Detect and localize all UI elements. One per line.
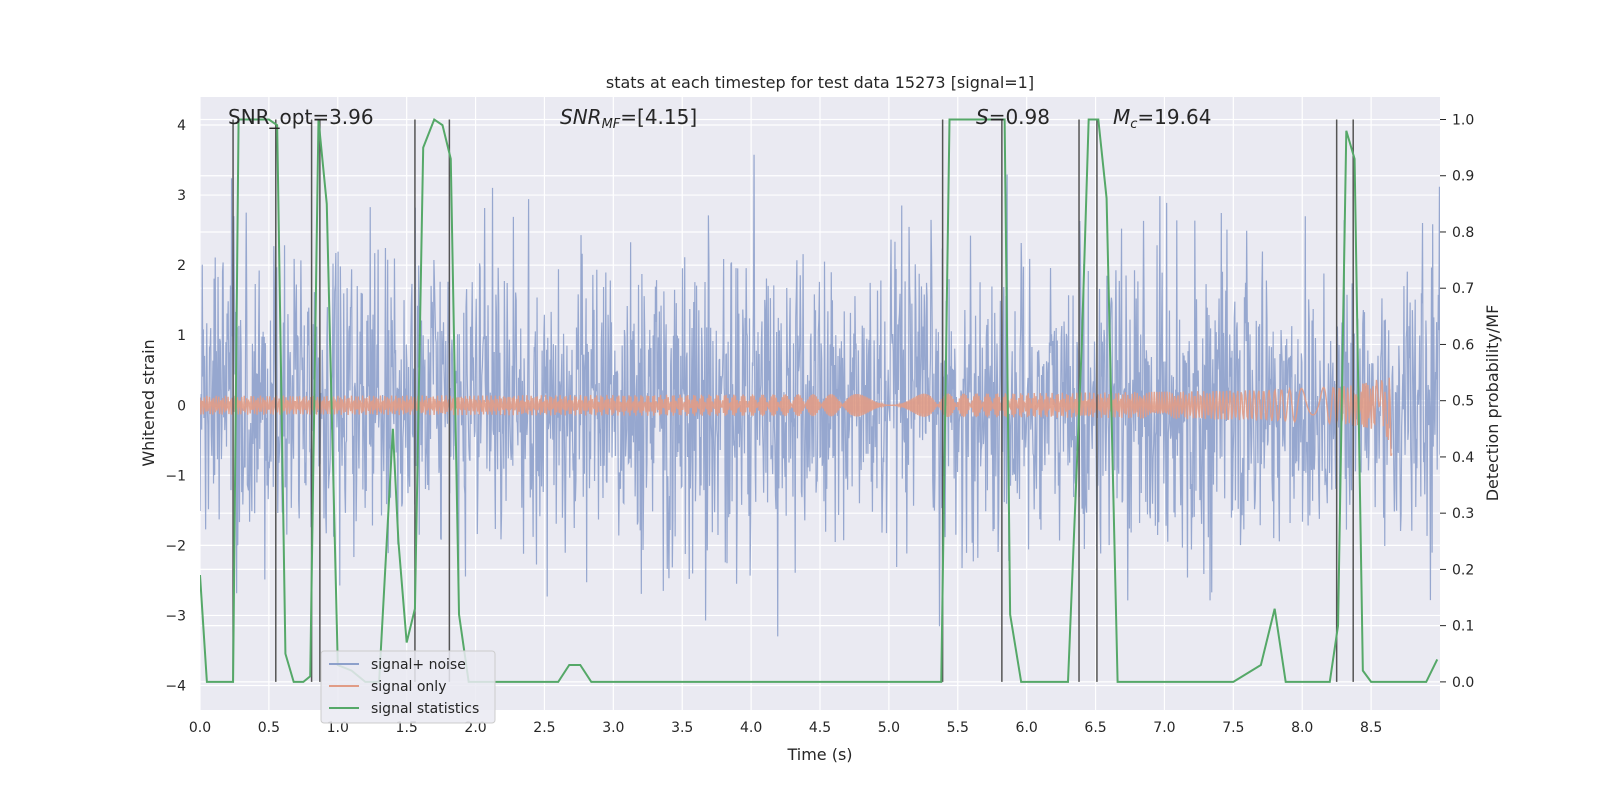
x-tick-label: 8.5 xyxy=(1360,720,1382,736)
s-value: =0.98 xyxy=(989,105,1050,129)
y-right-tick-label: 0.1 xyxy=(1452,619,1474,635)
legend-box xyxy=(320,650,496,724)
signal-statistics-line xyxy=(200,117,1439,683)
x-tick-label: 4.0 xyxy=(740,720,762,736)
annotation-mc: Mc=19.64 xyxy=(1113,105,1211,132)
y-right-tick-label: 0.8 xyxy=(1452,225,1474,241)
x-tick-label: 2.5 xyxy=(533,720,555,736)
signal-statistics-series xyxy=(200,117,1439,683)
y-right-tick-label: 0.6 xyxy=(1452,337,1474,353)
signal-plus-noise-series xyxy=(200,154,1440,637)
y-tick-labels: 4 3 2 1 0 −1 −2 −3 −4 xyxy=(165,118,186,694)
x-tick-label: 6.5 xyxy=(1084,720,1106,736)
chart-title: stats at each timestep for test data 152… xyxy=(606,73,1034,92)
y-right-tick-label: 0.0 xyxy=(1452,675,1474,691)
y-right-axis-label: Detection probability/MF xyxy=(1483,305,1502,502)
x-tick-label: 1.5 xyxy=(396,720,418,736)
y-right-tick-label: 0.5 xyxy=(1452,394,1474,410)
mc-value: =19.64 xyxy=(1137,105,1211,129)
y-right-tick-label: 0.4 xyxy=(1452,450,1474,466)
x-tick-label: 1.0 xyxy=(327,720,349,736)
y-right-tick-label: 0.9 xyxy=(1452,169,1474,185)
annotation-s: S=0.98 xyxy=(976,105,1050,129)
y-tick-label: −4 xyxy=(165,678,186,694)
x-axis-label: Time (s) xyxy=(786,745,852,764)
x-tick-label: 3.5 xyxy=(671,720,693,736)
y-tick-label: 4 xyxy=(177,118,186,134)
legend-label-signal-only: signal only xyxy=(371,679,446,695)
y-tick-label: −3 xyxy=(165,608,186,624)
x-tick-label: 0.5 xyxy=(258,720,280,736)
legend-label-signal-statistics: signal statistics xyxy=(371,701,479,717)
y-tick-label: 1 xyxy=(177,328,186,344)
y-right-tick-label: 1.0 xyxy=(1452,112,1474,128)
annotation-snr-opt: SNR_opt=3.96 xyxy=(228,105,374,129)
signal-only-series xyxy=(200,377,1393,457)
legend-label-signal-plus-noise: signal+ noise xyxy=(371,657,466,673)
x-tick-label: 7.0 xyxy=(1153,720,1175,736)
snr-mf-label: SNR xyxy=(560,105,602,129)
x-tick-label: 7.5 xyxy=(1222,720,1244,736)
x-tick-label: 0.0 xyxy=(189,720,211,736)
x-tick-labels: 0.0 0.5 1.0 1.5 2.0 2.5 3.0 3.5 4.0 4.5 5.0 5.5 6.0 6… xyxy=(189,720,1382,736)
x-tick-label: 3.0 xyxy=(602,720,624,736)
x-tick-label: 8.0 xyxy=(1291,720,1313,736)
y-axis-label: Whitened strain xyxy=(139,339,158,466)
y-right-tick-labels: 1.0 0.9 0.8 0.7 0.6 0.5 0.4 0.3 0.2 0.1 0.0 xyxy=(1440,112,1474,691)
y-right-tick-label: 0.2 xyxy=(1452,562,1474,578)
x-tick-label: 5.5 xyxy=(947,720,969,736)
snr-mf-value: =[4.15] xyxy=(620,105,697,129)
mc-sub: c xyxy=(1130,117,1137,132)
signal-only-line xyxy=(200,377,1393,457)
snr-mf-sub: MF xyxy=(602,117,621,132)
y-tick-label: 0 xyxy=(177,398,186,414)
s-label: S xyxy=(976,105,989,129)
signal-plus-noise-line xyxy=(200,154,1440,637)
x-tick-label: 4.5 xyxy=(809,720,831,736)
y-tick-label: 2 xyxy=(177,258,186,274)
y-tick-label: −1 xyxy=(165,468,186,484)
mc-label: M xyxy=(1113,105,1130,129)
x-tick-label: 6.0 xyxy=(1016,720,1038,736)
y-right-tick-label: 0.3 xyxy=(1452,506,1474,522)
legend: signal+ noise signal only signal statist… xyxy=(320,650,496,724)
x-tick-label: 2.0 xyxy=(464,720,486,736)
y-right-tick-label: 0.7 xyxy=(1452,281,1474,297)
y-tick-label: 3 xyxy=(177,188,186,204)
y-tick-label: −2 xyxy=(165,538,186,554)
annotation-snr-mf: SNRMF=[4.15] xyxy=(560,105,697,132)
x-tick-label: 5.0 xyxy=(878,720,900,736)
